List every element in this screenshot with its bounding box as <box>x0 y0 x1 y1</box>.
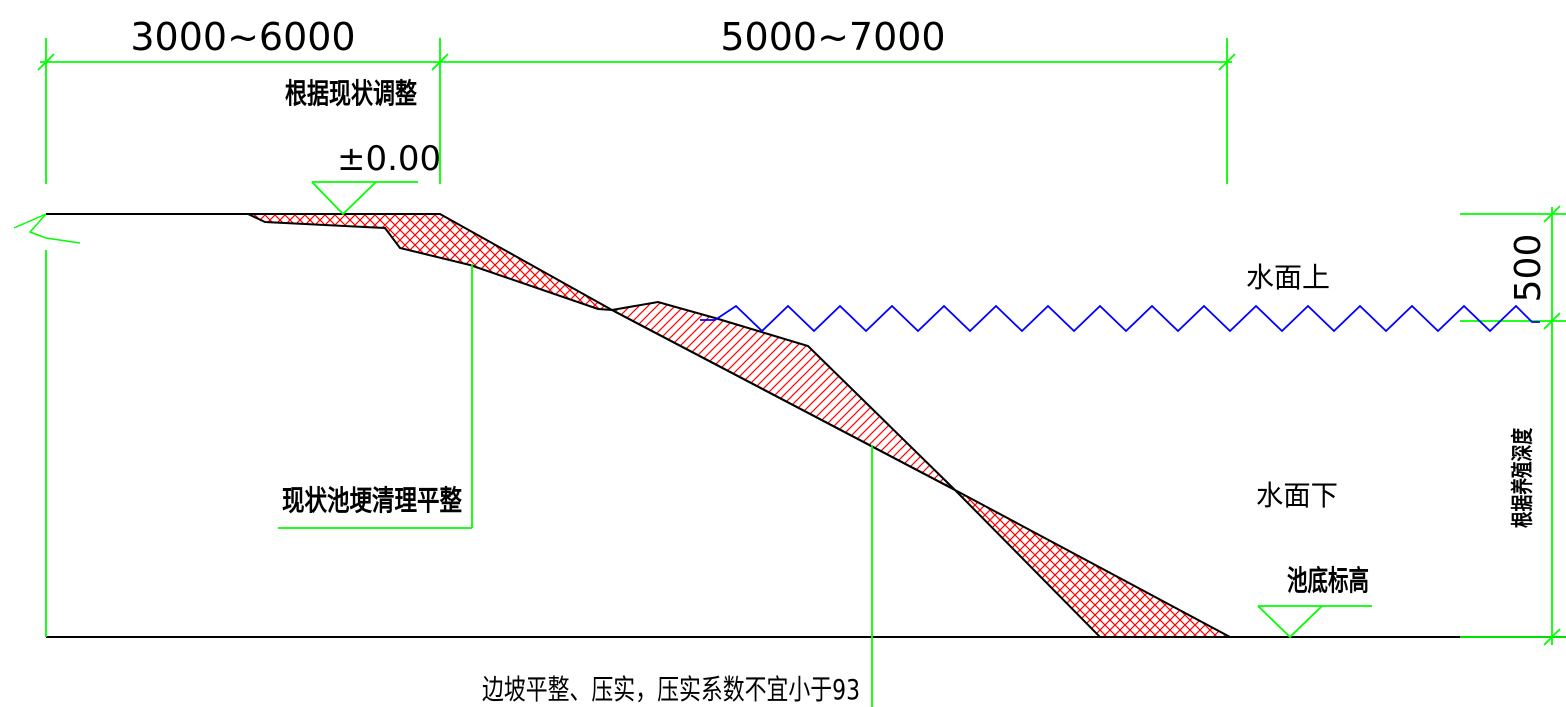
dimension-lines <box>37 38 1566 707</box>
dimension-right-upper: 500 <box>1508 234 1549 303</box>
break-symbol <box>13 213 81 244</box>
label-clean-level: 现状池埂清理平整 <box>282 484 462 517</box>
fill-region-middle <box>612 302 955 490</box>
label-below-water: 水面下 <box>1256 479 1338 512</box>
label-elevation-zero: ±0.00 <box>337 139 441 179</box>
water-surface-line <box>700 304 1540 333</box>
label-above-water: 水面上 <box>1246 261 1330 294</box>
label-slope-note: 边坡平整、压实，压实系数不宜小于93 <box>482 673 860 706</box>
label-adjust-by-status: 根据现状调整 <box>285 77 417 110</box>
dimension-top-right: 5000~7000 <box>720 15 945 59</box>
label-by-breeding-depth: 根据养殖深度 <box>1510 427 1536 528</box>
dimension-top-left: 3000~6000 <box>130 15 355 59</box>
label-pond-bottom: 池底标高 <box>1287 564 1369 597</box>
ground-outline <box>46 213 1566 638</box>
